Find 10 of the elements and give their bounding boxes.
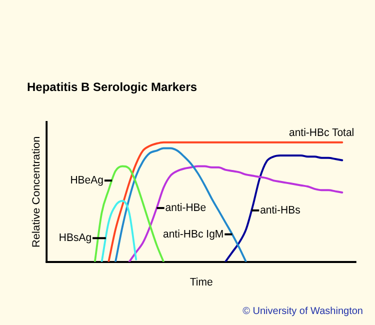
series-label: anti-HBe bbox=[165, 202, 206, 214]
series-label: anti-HBc IgM bbox=[162, 228, 224, 240]
series-label: anti-HBc Total bbox=[288, 126, 354, 139]
x-axis-title: Time bbox=[190, 276, 213, 288]
series-label: anti-HBs bbox=[260, 204, 300, 217]
chart-title: Hepatitis B Serologic Markers bbox=[27, 80, 198, 94]
series-label: HBsAg bbox=[58, 232, 92, 244]
series-label: HBeAg bbox=[70, 174, 104, 187]
y-axis-title: Relative Concentration bbox=[30, 136, 42, 248]
text: © University of Washington bbox=[242, 306, 363, 317]
